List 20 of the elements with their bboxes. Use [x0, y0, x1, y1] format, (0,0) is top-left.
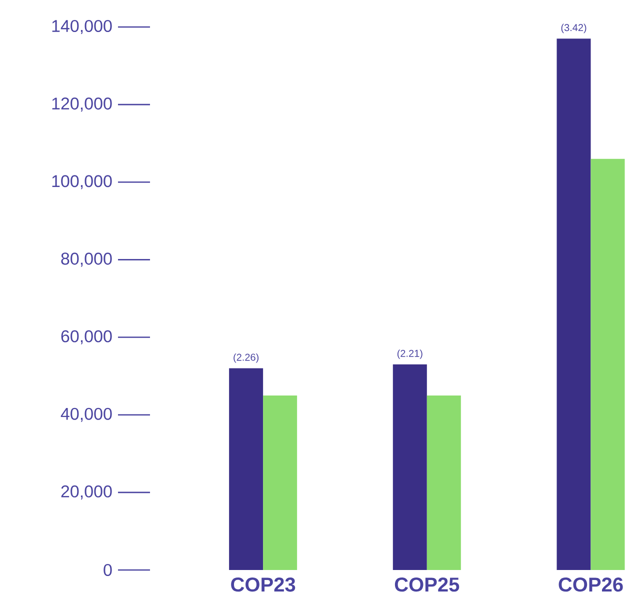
y-tick-label: 0: [104, 564, 112, 576]
y-tick-label: 20,000: [61, 485, 112, 500]
annotation: (2.21): [397, 350, 422, 359]
y-tick-label: 40,000: [60, 408, 112, 422]
bar: [426, 395, 461, 570]
bar: [229, 368, 264, 570]
bar: [263, 395, 298, 570]
x-tick-label: COP23: [231, 578, 296, 592]
bar: [556, 38, 591, 570]
bar: [590, 158, 625, 570]
y-tick-label: 80,000: [61, 252, 112, 267]
y-tick-label: 140,000: [52, 20, 112, 34]
y-tick-label: 100,000: [52, 175, 112, 190]
annotation: (2.26): [234, 353, 258, 363]
y-tick-label: 120,000: [52, 98, 112, 112]
y-tick-label: 60,000: [61, 330, 112, 344]
x-tick-label: COP26: [558, 578, 623, 592]
bar: [392, 364, 427, 570]
annotation: (3.42): [561, 24, 586, 34]
x-tick-label: COP25: [394, 578, 460, 592]
